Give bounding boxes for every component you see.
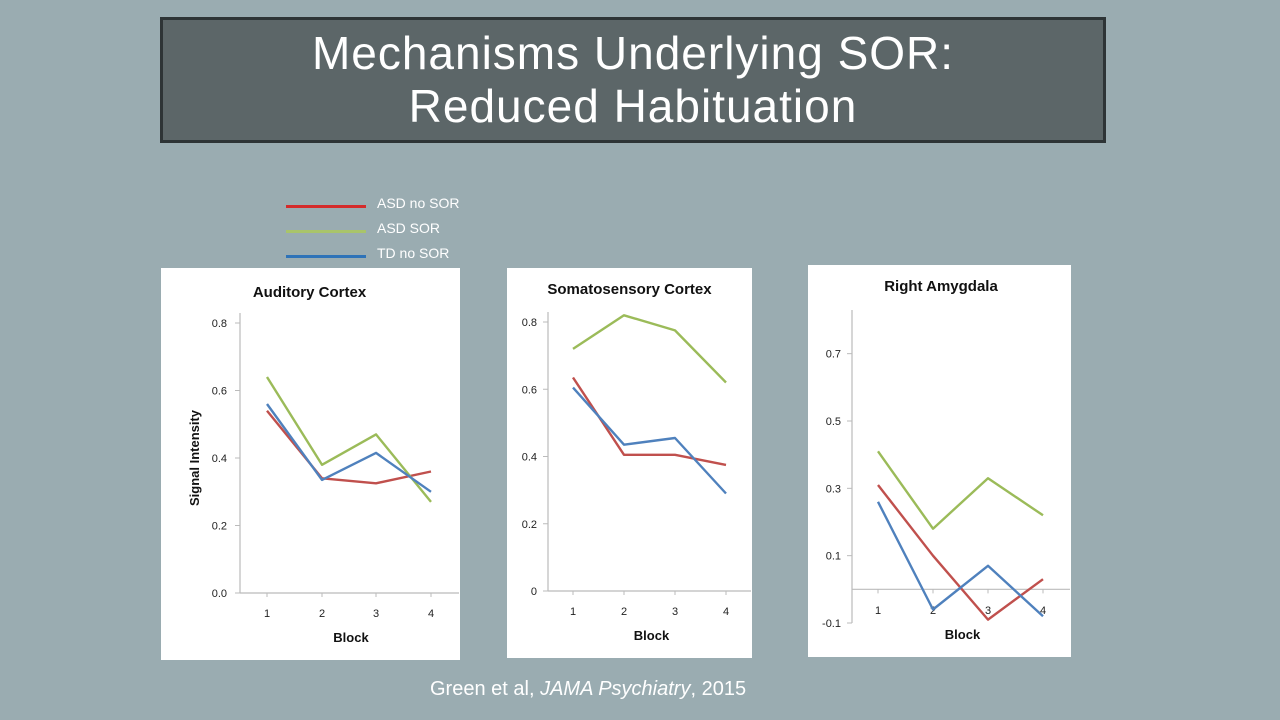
series-line-td-no-sor [572, 386, 727, 495]
legend-label-td-no-sor: TD no SOR [377, 245, 450, 261]
panel-somatosensory-cortex: Somatosensory Cortex 0 0.2 0.4 0.6 0.8 1 2 3 4 Blo… [507, 268, 752, 658]
slide-title: Mechanisms Underlying SOR: Reduced Habit… [160, 17, 1106, 143]
y-tick-label: 0.6 [522, 384, 537, 396]
legend-item-asd-sor: ASD SOR [286, 218, 506, 238]
x-tick-label: 1 [875, 605, 881, 617]
legend-swatch-asd-no-sor [286, 205, 366, 208]
x-tick-label: 2 [621, 606, 627, 618]
x-tick-label: 3 [373, 608, 379, 620]
y-tick-label: 0.8 [212, 318, 227, 330]
slide-title-line-2: Reduced Habituation [408, 80, 858, 132]
x-tick-label: 4 [428, 608, 434, 620]
y-tick-label: 0.1 [826, 551, 841, 563]
chart-title: Somatosensory Cortex [547, 281, 712, 298]
chart-title: Right Amygdala [884, 278, 998, 295]
y-tick-label: 0.7 [826, 349, 841, 361]
series-line-asd-no-sor [571, 376, 727, 467]
x-tick-label: 4 [1040, 605, 1046, 617]
legend-swatch-asd-sor [286, 230, 366, 233]
legend-label-asd-sor: ASD SOR [377, 220, 441, 236]
x-tick-label: 2 [319, 608, 325, 620]
chart-auditory-cortex: Auditory Cortex 0.0 0.2 0.4 0.6 0.8 1 2 3 4 Block S… [187, 284, 459, 645]
series-line-asd-sor [265, 376, 432, 503]
y-tick-label: 0.4 [522, 452, 537, 464]
series-line-td-no-sor [266, 403, 432, 493]
y-tick-label: 0.4 [212, 453, 227, 465]
y-tick-label: 0.5 [826, 416, 841, 428]
y-tick-label: -0.1 [822, 618, 841, 630]
y-tick-label: 0.0 [212, 588, 227, 600]
citation-journal: JAMA Psychiatry [540, 678, 691, 700]
y-tick-label: 0.3 [826, 483, 841, 495]
x-axis-label: Block [945, 627, 981, 642]
x-tick-label: 2 [930, 605, 936, 617]
chart-legend: ASD no SOR ASD SOR TD no SOR [286, 190, 506, 265]
x-tick-label: 1 [264, 608, 270, 620]
chart-right-amygdala: Right Amygdala -0.1 0.1 0.3 0.5 0.7 1 2 3 4 Block [822, 278, 1070, 642]
citation-year: , 2015 [690, 678, 747, 700]
y-tick-label: 0 [531, 586, 537, 598]
series-line-td-no-sor [876, 501, 1044, 618]
x-tick-label: 1 [570, 606, 576, 618]
chart-somatosensory-cortex: Somatosensory Cortex 0 0.2 0.4 0.6 0.8 1 2 3 4 Blo… [522, 281, 751, 643]
slide-title-line-1: Mechanisms Underlying SOR: [311, 27, 955, 79]
series-line-asd-sor [572, 314, 727, 384]
series-line-asd-sor [877, 450, 1044, 530]
legend-label-asd-no-sor: ASD no SOR [377, 195, 460, 211]
legend-swatch-td-no-sor [286, 255, 366, 258]
citation-authors: Green et al, [430, 678, 541, 700]
x-axis-label: Block [333, 630, 369, 645]
panel-auditory-cortex: Auditory Cortex 0.0 0.2 0.4 0.6 0.8 1 2 3 4 Block S… [161, 268, 460, 660]
citation: Green et al, JAMA Psychiatry, 2015 [430, 678, 746, 701]
y-tick-label: 0.2 [522, 519, 537, 531]
panel-right-amygdala: Right Amygdala -0.1 0.1 0.3 0.5 0.7 1 2 3 4 Block [808, 265, 1071, 657]
x-tick-label: 3 [985, 605, 991, 617]
x-tick-label: 3 [672, 606, 678, 618]
y-tick-label: 0.2 [212, 521, 227, 533]
x-tick-label: 4 [723, 606, 729, 618]
x-axis-label: Block [634, 628, 670, 643]
y-tick-label: 0.6 [212, 386, 227, 398]
y-tick-label: 0.8 [522, 317, 537, 329]
series-line-asd-no-sor [266, 410, 432, 485]
chart-title: Auditory Cortex [253, 284, 367, 301]
y-axis-label: Signal Intensity [187, 409, 202, 506]
legend-item-asd-no-sor: ASD no SOR [286, 193, 506, 213]
legend-item-td-no-sor: TD no SOR [286, 243, 506, 263]
